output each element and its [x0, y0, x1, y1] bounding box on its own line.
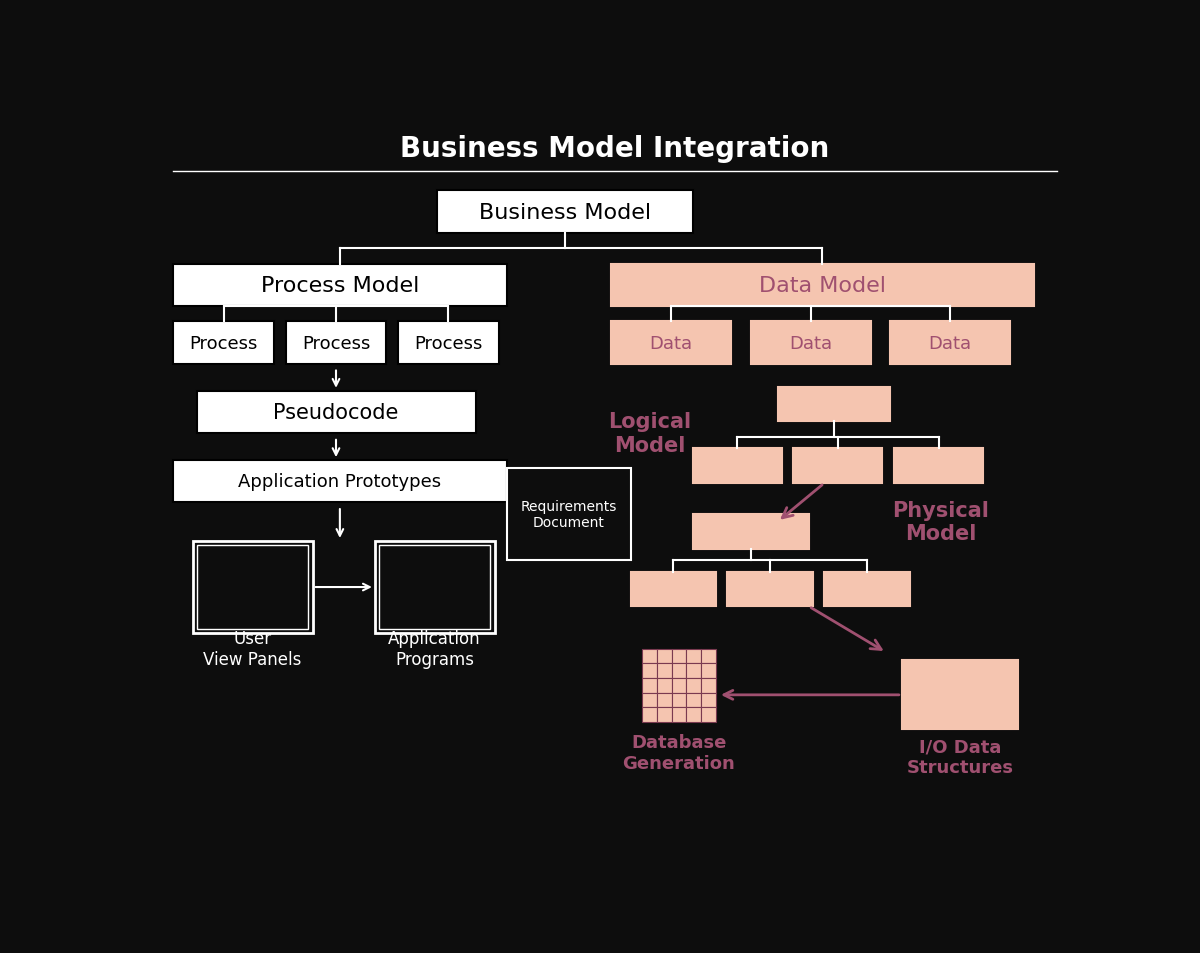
FancyBboxPatch shape: [642, 649, 656, 663]
Text: Process: Process: [414, 335, 482, 353]
Text: Data Model: Data Model: [758, 275, 886, 295]
Text: User
View Panels: User View Panels: [203, 630, 301, 668]
FancyBboxPatch shape: [692, 515, 809, 549]
Text: Pseudocode: Pseudocode: [274, 402, 398, 422]
FancyBboxPatch shape: [630, 572, 715, 607]
FancyBboxPatch shape: [506, 468, 630, 560]
FancyBboxPatch shape: [193, 541, 313, 634]
Text: Data: Data: [929, 335, 972, 353]
FancyBboxPatch shape: [611, 264, 1033, 307]
Text: Database
Generation: Database Generation: [623, 734, 736, 772]
FancyBboxPatch shape: [197, 392, 475, 434]
FancyBboxPatch shape: [672, 693, 686, 707]
FancyBboxPatch shape: [672, 679, 686, 693]
FancyBboxPatch shape: [642, 663, 656, 679]
Text: I/O Data
Structures: I/O Data Structures: [906, 738, 1013, 776]
FancyBboxPatch shape: [656, 663, 672, 679]
FancyBboxPatch shape: [379, 546, 491, 629]
FancyBboxPatch shape: [437, 192, 692, 233]
Text: Application Prototypes: Application Prototypes: [239, 473, 442, 491]
FancyBboxPatch shape: [173, 264, 506, 307]
FancyBboxPatch shape: [701, 663, 715, 679]
FancyBboxPatch shape: [656, 693, 672, 707]
FancyBboxPatch shape: [686, 679, 701, 693]
Text: Business Model: Business Model: [479, 202, 650, 222]
FancyBboxPatch shape: [642, 679, 656, 693]
FancyBboxPatch shape: [656, 649, 672, 663]
FancyBboxPatch shape: [686, 663, 701, 679]
Text: Process: Process: [190, 335, 258, 353]
FancyBboxPatch shape: [642, 693, 656, 707]
Text: Business Model Integration: Business Model Integration: [401, 135, 829, 163]
FancyBboxPatch shape: [656, 679, 672, 693]
Text: Application
Programs: Application Programs: [388, 630, 481, 668]
FancyBboxPatch shape: [701, 649, 715, 663]
FancyBboxPatch shape: [824, 572, 910, 607]
FancyBboxPatch shape: [686, 707, 701, 722]
FancyBboxPatch shape: [701, 679, 715, 693]
FancyBboxPatch shape: [894, 449, 983, 483]
FancyBboxPatch shape: [778, 388, 890, 422]
Text: Requirements
Document: Requirements Document: [521, 499, 617, 530]
FancyBboxPatch shape: [751, 322, 871, 364]
FancyBboxPatch shape: [793, 449, 882, 483]
FancyBboxPatch shape: [173, 460, 506, 503]
FancyBboxPatch shape: [701, 707, 715, 722]
FancyBboxPatch shape: [672, 707, 686, 722]
FancyBboxPatch shape: [901, 660, 1018, 730]
Text: Physical
Model: Physical Model: [892, 500, 989, 543]
FancyBboxPatch shape: [686, 649, 701, 663]
FancyBboxPatch shape: [890, 322, 1010, 364]
FancyBboxPatch shape: [692, 449, 781, 483]
FancyBboxPatch shape: [686, 693, 701, 707]
FancyBboxPatch shape: [173, 322, 274, 364]
Text: Logical
Model: Logical Model: [608, 412, 691, 456]
FancyBboxPatch shape: [656, 707, 672, 722]
FancyBboxPatch shape: [672, 649, 686, 663]
FancyBboxPatch shape: [672, 663, 686, 679]
FancyBboxPatch shape: [642, 707, 656, 722]
Text: Data: Data: [790, 335, 833, 353]
FancyBboxPatch shape: [398, 322, 499, 364]
FancyBboxPatch shape: [727, 572, 812, 607]
FancyBboxPatch shape: [197, 546, 308, 629]
Text: Process Model: Process Model: [260, 275, 419, 295]
Text: Data: Data: [649, 335, 692, 353]
FancyBboxPatch shape: [286, 322, 386, 364]
FancyBboxPatch shape: [611, 322, 731, 364]
FancyBboxPatch shape: [374, 541, 494, 634]
Text: Process: Process: [302, 335, 370, 353]
FancyBboxPatch shape: [701, 693, 715, 707]
